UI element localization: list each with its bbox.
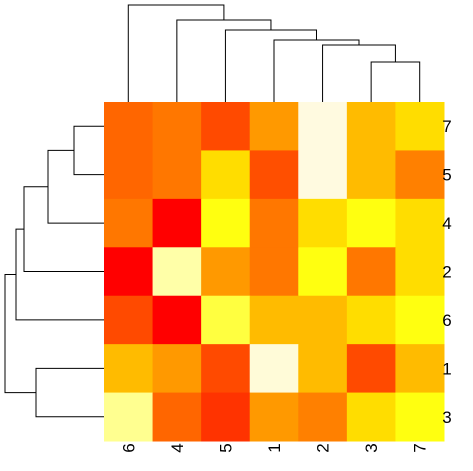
- heatmap-cell-7-6: [104, 102, 154, 151]
- heatmap-cell-1-1: [249, 344, 299, 394]
- heatmap-cell-7-4: [152, 102, 202, 151]
- heatmap-cell-7-5: [201, 102, 251, 151]
- heatmap-cells: [104, 102, 445, 442]
- heatmap-cell-7-3: [346, 102, 396, 151]
- row-label: 7: [442, 117, 451, 136]
- heatmap-cell-6-2: [298, 295, 348, 345]
- row-dendrogram-branch: [23, 186, 104, 273]
- heatmap-cell-4-2: [298, 198, 348, 248]
- heatmap-cell-2-4: [152, 247, 202, 297]
- row-label: 1: [442, 359, 451, 378]
- heatmap-cell-6-4: [152, 295, 202, 345]
- heatmap-cell-3-3: [346, 392, 396, 442]
- row-dendrogram-branch: [35, 367, 104, 418]
- heatmap-cell-1-5: [201, 344, 251, 394]
- column-dendrogram-branch: [370, 61, 421, 102]
- row-dendrogram-branch: [4, 274, 36, 394]
- heatmap-cell-4-4: [152, 198, 202, 248]
- heatmap-cell-2-3: [346, 247, 396, 297]
- heatmap-cell-3-6: [104, 392, 154, 442]
- column-dendrogram-branch: [127, 4, 225, 102]
- heatmap-cell-5-6: [104, 150, 154, 200]
- row-dendrogram-branch: [73, 125, 104, 176]
- heatmap-cell-1-4: [152, 344, 202, 394]
- column-label: 3: [362, 443, 381, 452]
- heatmap-cell-5-4: [152, 150, 202, 200]
- heatmap-cell-7-1: [249, 102, 299, 151]
- heatmap-cell-1-7: [395, 344, 445, 394]
- heatmap-cell-1-2: [298, 344, 348, 394]
- heatmap-cell-2-1: [249, 247, 299, 297]
- row-dendrogram-branch: [15, 228, 104, 321]
- column-dendrogram-branch: [176, 19, 272, 102]
- column-dendrogram-branch: [224, 29, 317, 102]
- column-label: 5: [216, 443, 235, 452]
- column-label: 6: [119, 443, 138, 452]
- column-label: 4: [168, 443, 187, 452]
- heatmap-cell-5-2: [298, 150, 348, 200]
- heatmap-cell-7-7: [395, 102, 445, 151]
- column-label: 1: [265, 443, 284, 452]
- column-label: 2: [314, 443, 333, 452]
- column-dendrogram-branch: [322, 44, 396, 102]
- heatmap-cell-3-5: [201, 392, 251, 442]
- heatmap-cell-4-3: [346, 198, 396, 248]
- row-label: 3: [442, 408, 451, 427]
- row-label: 2: [442, 263, 451, 282]
- column-labels: 6 4 5 1 2 3 7: [119, 443, 429, 452]
- column-dendrogram-branch: [273, 39, 360, 102]
- heatmap-cell-2-7: [395, 247, 445, 297]
- heatmap-cell-3-2: [298, 392, 348, 442]
- heatmap-cell-4-5: [201, 198, 251, 248]
- heatmap-cell-6-1: [249, 295, 299, 345]
- heatmap-cell-4-6: [104, 198, 154, 248]
- heatmap-cell-1-3: [346, 344, 396, 394]
- column-label: 7: [411, 443, 430, 452]
- heatmap-cell-4-7: [395, 198, 445, 248]
- heatmap-cell-5-7: [395, 150, 445, 200]
- row-dendrogram-branch: [47, 149, 104, 224]
- row-label: 5: [442, 166, 451, 185]
- heatmap-cell-5-3: [346, 150, 396, 200]
- heatmap-cell-5-1: [249, 150, 299, 200]
- heatmap-cell-6-6: [104, 295, 154, 345]
- heatmap-cell-3-1: [249, 392, 299, 442]
- heatmap-cell-4-1: [249, 198, 299, 248]
- heatmap-cell-5-5: [201, 150, 251, 200]
- heatmap-cell-6-7: [395, 295, 445, 345]
- heatmap-cell-3-7: [395, 392, 445, 442]
- heatmap-cell-2-2: [298, 247, 348, 297]
- row-label: 4: [442, 214, 451, 233]
- heatmap-cell-6-5: [201, 295, 251, 345]
- heatmap-cell-6-3: [346, 295, 396, 345]
- heatmap-cell-7-2: [298, 102, 348, 151]
- column-dendrogram: [127, 4, 421, 102]
- row-dendrogram: [4, 125, 104, 418]
- heatmap-cell-2-5: [201, 247, 251, 297]
- row-label: 6: [442, 311, 451, 330]
- row-labels: 7 5 4 2 6 1 3: [442, 117, 451, 427]
- heatmap-cell-1-6: [104, 344, 154, 394]
- heatmap-cell-2-6: [104, 247, 154, 297]
- heatmap-cell-3-4: [152, 392, 202, 442]
